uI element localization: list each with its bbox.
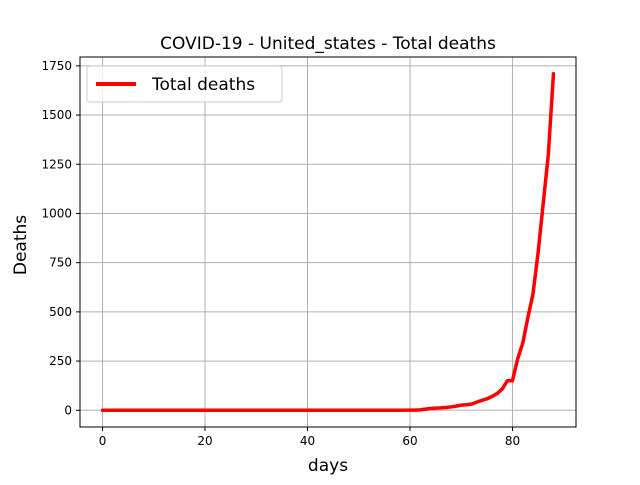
y-tick-label: 1750 [41,59,72,73]
legend: Total deaths [86,65,283,103]
y-tick-label: 750 [49,256,72,270]
y-axis-label: Deaths [11,215,31,275]
y-tick-label: 1000 [41,206,72,220]
y-tick-label: 250 [49,354,72,368]
y-tick-label: 0 [64,403,72,417]
legend-entry-total-deaths: Total deaths [151,75,255,95]
series-layer [100,71,556,413]
x-tick-label: 40 [300,434,315,448]
x-tick-label: 80 [505,434,520,448]
series-line-total-deaths [100,71,556,413]
y-tick-label: 1500 [41,108,72,122]
x-tick-label: 60 [402,434,417,448]
legend-box [86,65,283,103]
grid-lines [80,57,576,427]
x-axis-label: days [308,456,348,476]
ticks-layer: 0 20 40 60 80 0 250 500 750 1000 1250 1500 1750 [41,59,520,448]
x-tick-label: 20 [197,434,212,448]
chart-title: COVID-19 - United_states - Total deaths [160,34,496,54]
x-tick-label: 0 [99,434,107,448]
y-tick-label: 500 [49,305,72,319]
plot-frame [79,56,577,428]
axes-layer [79,56,577,428]
y-tick-label: 1250 [41,157,72,171]
